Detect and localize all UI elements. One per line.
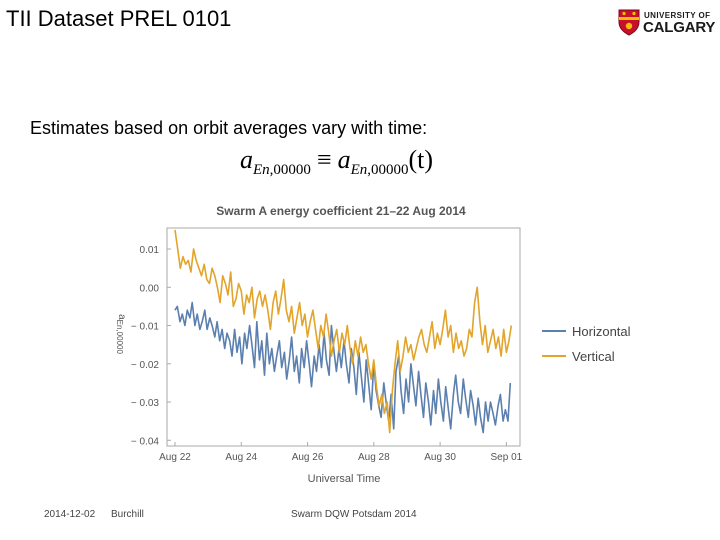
equation-equiv: ≡ <box>316 145 332 174</box>
footer-author: Burchill <box>111 509 144 520</box>
logo-line-1: UNIVERSITY OF <box>644 11 711 20</box>
university-logo: UNIVERSITY OF CALGARY <box>618 8 716 38</box>
x-tick-label: Aug 26 <box>292 452 324 463</box>
equation: aEn,00000 ≡ aEn,00000(t) <box>240 145 433 179</box>
slide-title: TII Dataset PREL 0101 <box>6 6 232 31</box>
intro-text: Estimates based on orbit averages vary w… <box>30 118 428 138</box>
y-tick-label: 0.01 <box>140 245 160 256</box>
equation-lhs-subscript: En,00000 <box>253 162 311 178</box>
energy-coefficient-chart: Swarm A energy coefficient 21–22 Aug 201… <box>115 204 631 485</box>
legend-label-vertical: Vertical <box>572 349 615 364</box>
x-tick-label: Aug 24 <box>225 452 257 463</box>
legend-label-horizontal: Horizontal <box>572 324 631 339</box>
equation-rhs-symbol: a <box>337 145 351 174</box>
y-tick-label: − 0.04 <box>131 436 160 447</box>
y-tick-label: − 0.01 <box>131 322 160 333</box>
equation-argument: (t) <box>408 145 434 174</box>
logo-line-2: CALGARY <box>643 19 716 36</box>
y-tick-label: − 0.03 <box>131 398 160 409</box>
y-tick-label: 0.00 <box>140 283 160 294</box>
plot-frame <box>166 227 521 447</box>
chart-title: Swarm A energy coefficient 21–22 Aug 201… <box>216 204 466 218</box>
x-axis-label: Universal Time <box>308 473 381 485</box>
series-line-vertical <box>174 229 513 434</box>
y-tick-label: − 0.02 <box>131 360 160 371</box>
equation-rhs-subscript: En,00000 <box>350 162 409 178</box>
crest-icon <box>618 9 640 36</box>
equation-lhs-symbol: a <box>240 145 253 174</box>
x-tick-label: Aug 22 <box>159 452 191 463</box>
x-tick-label: Aug 28 <box>358 452 390 463</box>
series-line-horizontal <box>174 301 512 434</box>
y-axis-label: aEn,00000 <box>115 314 127 354</box>
footer-date: 2014-12-02 <box>44 509 96 520</box>
footer-event: Swarm DQW Potsdam 2014 <box>291 509 417 520</box>
x-tick-label: Aug 30 <box>424 452 456 463</box>
x-tick-label: Sep 01 <box>491 452 523 463</box>
